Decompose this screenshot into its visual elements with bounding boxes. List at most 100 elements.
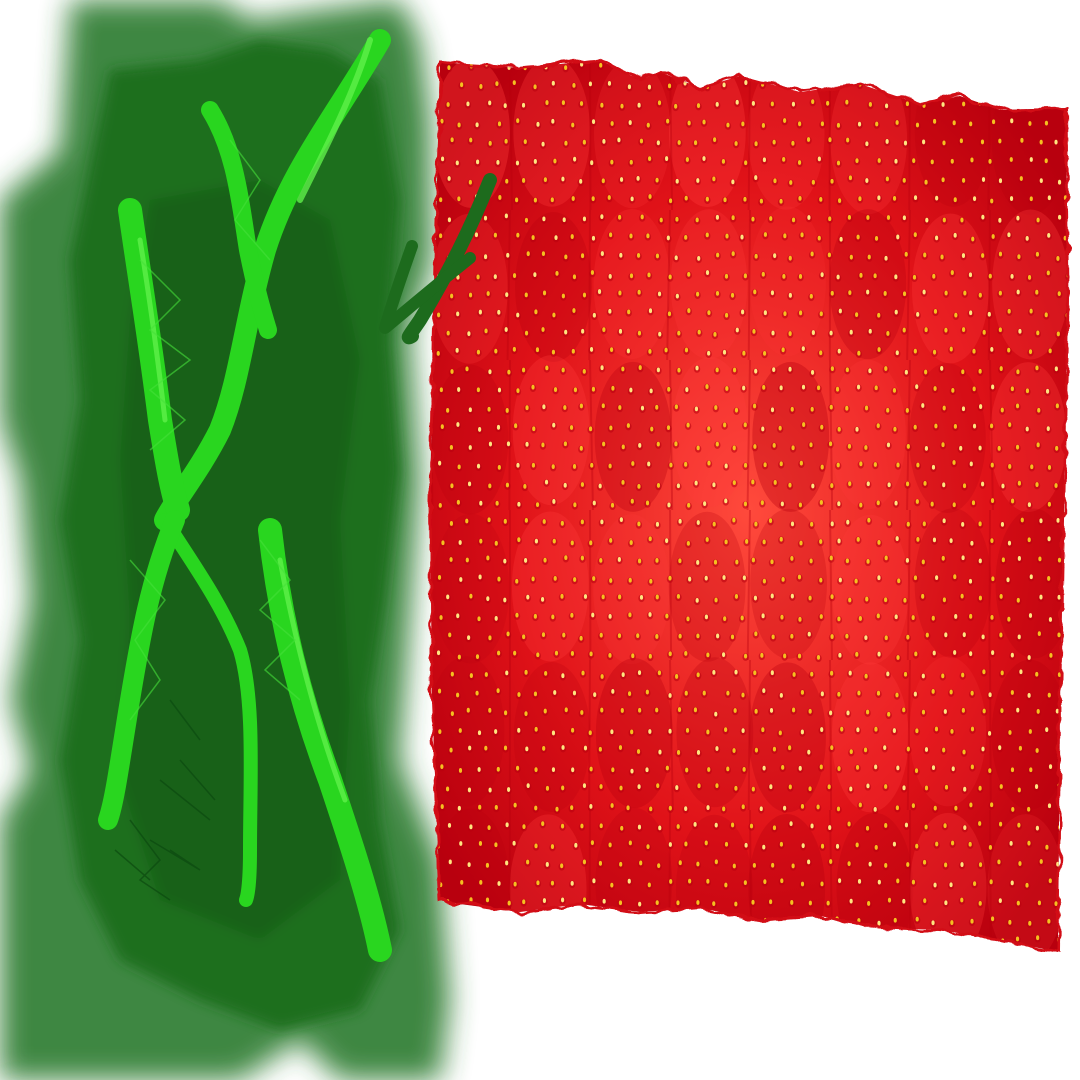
seed xyxy=(610,159,614,165)
seed-pit xyxy=(969,80,976,89)
seed-pit xyxy=(873,80,880,88)
seed xyxy=(450,671,454,677)
seed-pit xyxy=(929,957,935,965)
strawberry-tile xyxy=(829,209,907,360)
strawberry-tile xyxy=(749,662,826,813)
strawberry-tile-seam xyxy=(509,60,513,211)
seed xyxy=(981,746,985,752)
seed xyxy=(571,727,575,733)
seed xyxy=(978,862,983,867)
seed xyxy=(988,273,992,279)
seed-pit xyxy=(882,60,890,69)
seed xyxy=(847,443,852,449)
seed xyxy=(582,783,587,789)
strawberry-tile xyxy=(832,514,909,665)
seed xyxy=(950,270,954,275)
seed xyxy=(1028,729,1032,734)
seed xyxy=(669,462,673,468)
seed xyxy=(478,427,482,432)
seed xyxy=(998,898,1002,904)
seed xyxy=(551,118,555,124)
seed xyxy=(1025,882,1029,888)
seed xyxy=(440,118,444,124)
seed xyxy=(487,406,491,412)
seed xyxy=(1028,349,1033,355)
seed xyxy=(515,765,520,771)
seed xyxy=(829,710,833,716)
seed xyxy=(1047,918,1051,924)
seed xyxy=(600,214,604,220)
seed xyxy=(790,521,795,527)
seed xyxy=(1066,920,1068,926)
seed xyxy=(930,82,934,88)
seed xyxy=(779,198,783,204)
seed xyxy=(533,197,537,203)
seed xyxy=(949,689,953,695)
seed xyxy=(649,806,653,812)
seed xyxy=(895,120,899,125)
seed xyxy=(884,255,888,261)
seed xyxy=(707,350,711,356)
seed xyxy=(972,196,977,202)
seed xyxy=(516,232,520,238)
seed xyxy=(941,177,945,183)
seed-pit xyxy=(562,934,569,943)
seed xyxy=(446,330,450,336)
seed xyxy=(1048,764,1053,770)
seed xyxy=(646,233,650,239)
seed xyxy=(620,103,624,109)
seed xyxy=(991,234,995,239)
seed xyxy=(599,632,603,638)
seed xyxy=(820,691,824,697)
seed xyxy=(676,900,680,906)
seed xyxy=(978,938,982,944)
seed-pit xyxy=(844,937,852,946)
seed xyxy=(769,784,773,790)
seed xyxy=(1046,84,1050,90)
seed xyxy=(637,670,642,676)
seed xyxy=(779,385,783,391)
seed-pit xyxy=(1047,955,1053,963)
seed xyxy=(780,80,784,86)
seed xyxy=(580,253,585,259)
seed xyxy=(875,121,879,127)
seed xyxy=(697,329,701,335)
seed xyxy=(726,122,730,128)
seed xyxy=(579,403,583,409)
seed xyxy=(897,578,901,584)
seed xyxy=(1010,690,1014,695)
seed xyxy=(608,613,612,619)
seed xyxy=(542,898,547,903)
seed xyxy=(953,84,957,90)
seed-pit xyxy=(626,917,633,926)
seed xyxy=(570,651,575,656)
seed xyxy=(770,101,774,107)
seed xyxy=(962,64,967,70)
seed xyxy=(769,216,773,221)
seed xyxy=(773,178,777,184)
strawberry-tile xyxy=(992,209,1068,360)
seed xyxy=(808,708,812,714)
seed xyxy=(902,291,907,297)
strawberry-tile-seam xyxy=(747,659,751,811)
seed xyxy=(705,537,709,542)
seed xyxy=(688,576,692,582)
seed-pit xyxy=(1065,653,1068,662)
seed xyxy=(788,745,792,751)
seed xyxy=(707,460,711,466)
seed xyxy=(599,823,603,829)
seed xyxy=(657,863,661,869)
seed xyxy=(570,234,574,239)
seed-pit xyxy=(1063,879,1068,887)
seed xyxy=(627,84,632,90)
seed xyxy=(477,616,481,622)
seed xyxy=(982,64,987,70)
seed xyxy=(705,958,708,963)
seed xyxy=(469,673,473,678)
seed xyxy=(600,707,604,713)
seed xyxy=(674,255,678,261)
seed xyxy=(533,84,537,90)
seed xyxy=(497,121,502,127)
strawberry-texture-tiles xyxy=(428,58,1070,965)
seed xyxy=(618,405,622,410)
